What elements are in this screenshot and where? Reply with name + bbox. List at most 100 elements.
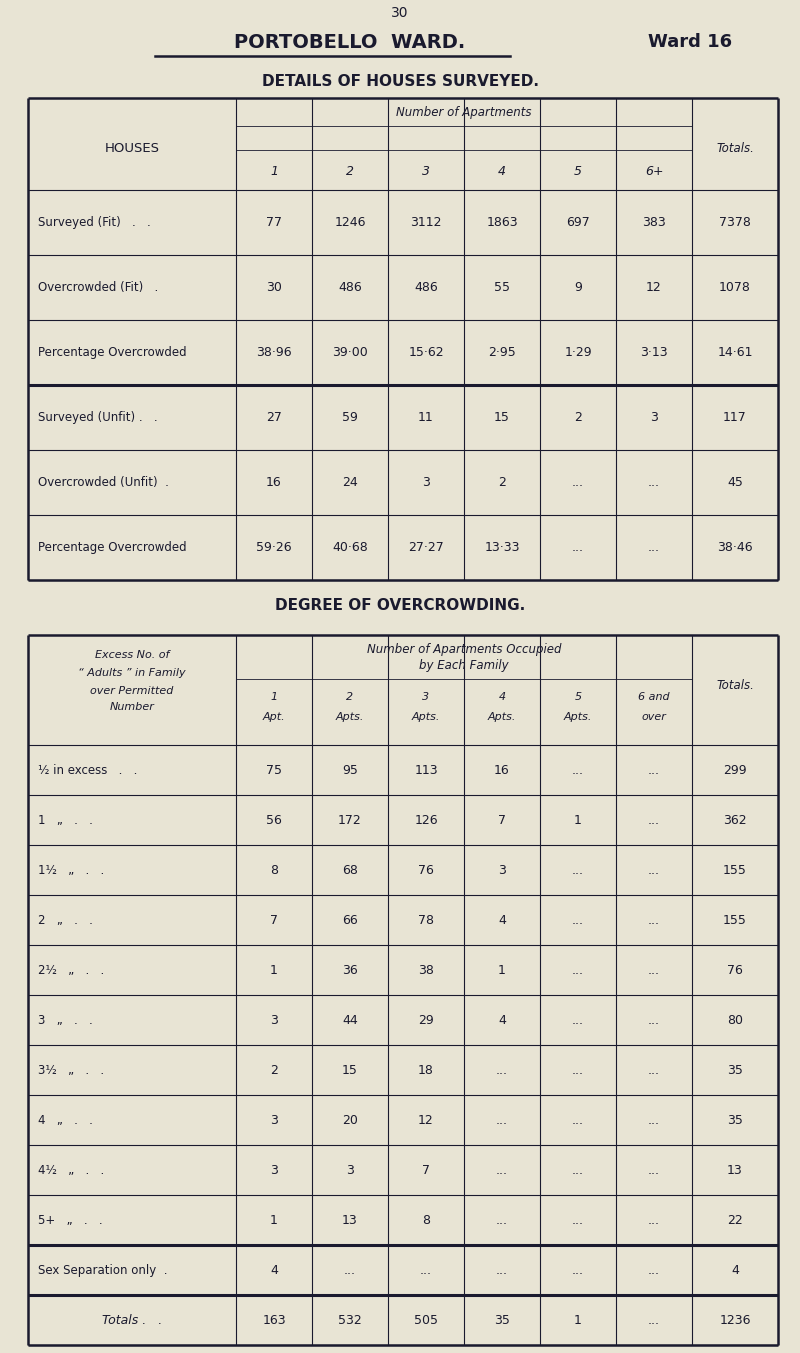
Text: Totals .   .: Totals . .: [102, 1314, 162, 1326]
Text: 5: 5: [574, 165, 582, 177]
Text: ...: ...: [572, 1114, 584, 1127]
Text: Sex Separation only  .: Sex Separation only .: [38, 1264, 167, 1276]
Text: HOUSES: HOUSES: [105, 142, 159, 154]
Text: 3: 3: [270, 1114, 278, 1127]
Text: 3·13: 3·13: [640, 346, 668, 359]
Text: 2: 2: [346, 691, 354, 702]
Text: DETAILS OF HOUSES SURVEYED.: DETAILS OF HOUSES SURVEYED.: [262, 74, 538, 89]
Text: 30: 30: [266, 281, 282, 294]
Text: Number of Apartments: Number of Apartments: [396, 106, 532, 119]
Text: 1·29: 1·29: [564, 346, 592, 359]
Text: Excess No. of: Excess No. of: [95, 649, 169, 660]
Text: 15·62: 15·62: [408, 346, 444, 359]
Text: 3½   „   .   .: 3½ „ . .: [38, 1063, 104, 1077]
Text: 44: 44: [342, 1013, 358, 1027]
Text: 126: 126: [414, 813, 438, 827]
Text: ...: ...: [572, 1264, 584, 1276]
Text: Percentage Overcrowded: Percentage Overcrowded: [38, 346, 186, 359]
Text: 383: 383: [642, 216, 666, 229]
Text: 486: 486: [338, 281, 362, 294]
Text: 75: 75: [266, 763, 282, 777]
Text: 35: 35: [727, 1114, 743, 1127]
Text: ...: ...: [572, 763, 584, 777]
Text: ...: ...: [648, 813, 660, 827]
Text: 16: 16: [494, 763, 510, 777]
Text: 1078: 1078: [719, 281, 751, 294]
Text: 55: 55: [494, 281, 510, 294]
Text: Apt.: Apt.: [262, 712, 286, 723]
Text: 1: 1: [270, 1214, 278, 1227]
Text: ...: ...: [572, 863, 584, 877]
Text: ...: ...: [572, 913, 584, 927]
Text: 1863: 1863: [486, 216, 518, 229]
Text: 3: 3: [422, 476, 430, 488]
Text: 24: 24: [342, 476, 358, 488]
Text: ...: ...: [572, 476, 584, 488]
Text: ...: ...: [648, 1013, 660, 1027]
Text: 68: 68: [342, 863, 358, 877]
Text: ...: ...: [572, 1214, 584, 1227]
Text: ...: ...: [572, 1164, 584, 1177]
Text: Apts.: Apts.: [564, 712, 592, 723]
Text: 299: 299: [723, 763, 747, 777]
Text: ...: ...: [496, 1264, 508, 1276]
Text: 2: 2: [498, 476, 506, 488]
Text: 7: 7: [270, 913, 278, 927]
Text: over: over: [642, 712, 666, 723]
Text: 39·00: 39·00: [332, 346, 368, 359]
Text: 77: 77: [266, 216, 282, 229]
Text: 362: 362: [723, 813, 747, 827]
Text: 4: 4: [498, 1013, 506, 1027]
Text: by Each Family: by Each Family: [419, 659, 509, 671]
Text: 2   „   .   .: 2 „ . .: [38, 913, 93, 927]
Text: 5+   „   .   .: 5+ „ . .: [38, 1214, 102, 1227]
Text: ...: ...: [648, 863, 660, 877]
Text: ...: ...: [496, 1214, 508, 1227]
Text: 2: 2: [270, 1063, 278, 1077]
Text: 697: 697: [566, 216, 590, 229]
Text: ...: ...: [572, 1013, 584, 1027]
Text: ...: ...: [648, 1164, 660, 1177]
Text: Totals.: Totals.: [716, 678, 754, 691]
Text: 486: 486: [414, 281, 438, 294]
Text: ...: ...: [496, 1164, 508, 1177]
Text: 76: 76: [727, 963, 743, 977]
Text: 3: 3: [346, 1164, 354, 1177]
Text: 8: 8: [422, 1214, 430, 1227]
Text: 45: 45: [727, 476, 743, 488]
Text: 12: 12: [646, 281, 662, 294]
Text: 113: 113: [414, 763, 438, 777]
Text: 35: 35: [494, 1314, 510, 1326]
Text: Percentage Overcrowded: Percentage Overcrowded: [38, 541, 186, 553]
Text: 38·96: 38·96: [256, 346, 292, 359]
Text: 3112: 3112: [410, 216, 442, 229]
Text: ...: ...: [572, 1063, 584, 1077]
Text: ...: ...: [572, 963, 584, 977]
Text: 1246: 1246: [334, 216, 366, 229]
Text: ...: ...: [648, 1114, 660, 1127]
Text: Number: Number: [110, 702, 154, 712]
Text: 7: 7: [498, 813, 506, 827]
Text: Overcrowded (Unfit)  .: Overcrowded (Unfit) .: [38, 476, 169, 488]
Text: 1236: 1236: [719, 1314, 750, 1326]
Text: ...: ...: [420, 1264, 432, 1276]
Text: 13·33: 13·33: [484, 541, 520, 553]
Text: 1: 1: [270, 165, 278, 177]
Text: 4: 4: [498, 165, 506, 177]
Text: 7378: 7378: [719, 216, 751, 229]
Text: DEGREE OF OVERCROWDING.: DEGREE OF OVERCROWDING.: [275, 598, 525, 613]
Text: 163: 163: [262, 1314, 286, 1326]
Text: 14·61: 14·61: [718, 346, 753, 359]
Text: ...: ...: [648, 1314, 660, 1326]
Text: 18: 18: [418, 1063, 434, 1077]
Text: 2·95: 2·95: [488, 346, 516, 359]
Text: 7: 7: [422, 1164, 430, 1177]
Text: 1: 1: [270, 691, 278, 702]
Text: 155: 155: [723, 913, 747, 927]
Text: 35: 35: [727, 1063, 743, 1077]
Text: 1   „   .   .: 1 „ . .: [38, 813, 93, 827]
Text: ...: ...: [648, 913, 660, 927]
Text: 3: 3: [422, 165, 430, 177]
Text: 3: 3: [498, 863, 506, 877]
Text: 40·68: 40·68: [332, 541, 368, 553]
